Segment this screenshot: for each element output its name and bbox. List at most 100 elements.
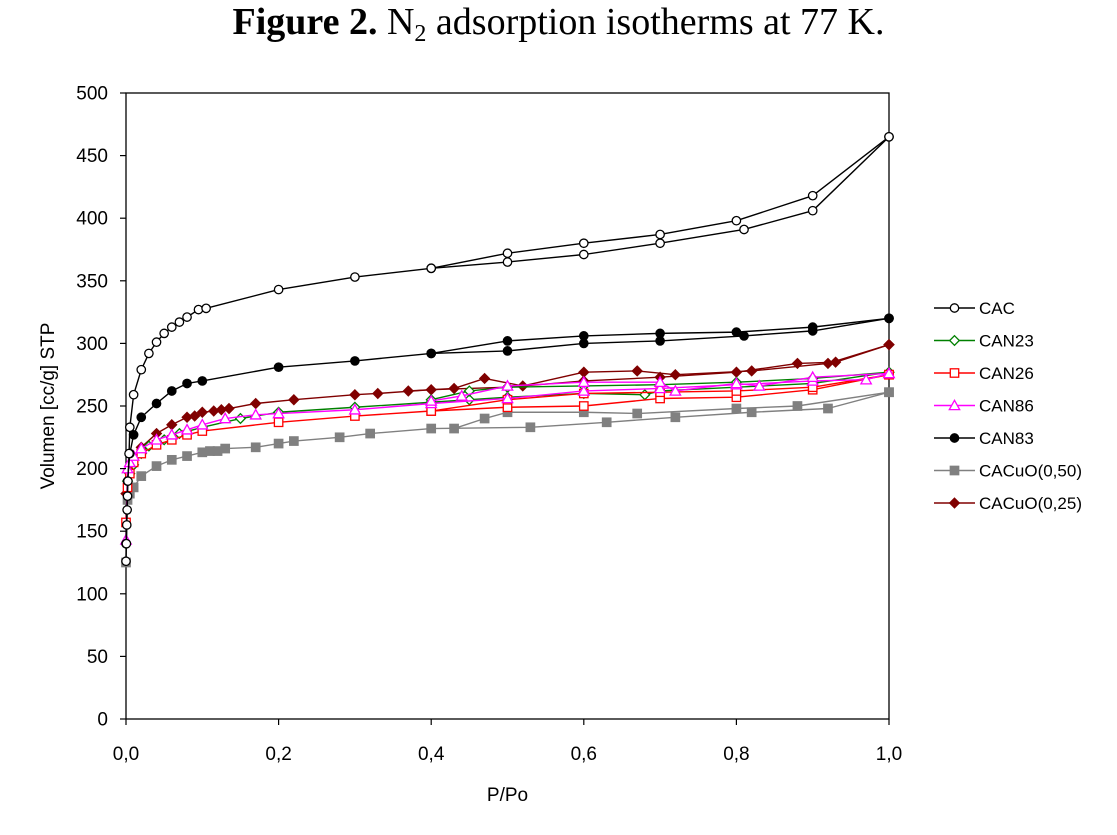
data-point <box>250 442 261 453</box>
data-point <box>669 384 682 396</box>
data-point <box>669 368 682 381</box>
data-point <box>730 376 743 389</box>
data-point <box>829 356 842 368</box>
data-point <box>502 248 513 259</box>
data-point <box>134 442 148 454</box>
data-point <box>731 327 742 337</box>
data-point <box>501 391 514 404</box>
data-point <box>136 412 147 423</box>
data-point <box>182 312 192 322</box>
y-tick-label: 250 <box>76 397 108 418</box>
data-point <box>196 406 209 418</box>
data-point <box>948 398 961 411</box>
data-point <box>151 337 162 347</box>
data-point <box>124 448 134 459</box>
data-point <box>122 491 133 501</box>
data-point <box>884 131 894 142</box>
y-tick-label: 300 <box>76 334 108 355</box>
data-point <box>372 387 384 400</box>
data-point <box>882 366 896 379</box>
data-point <box>150 433 163 445</box>
legend-label: CAN26 <box>979 364 1034 383</box>
data-point <box>653 381 667 394</box>
data-point <box>502 336 513 346</box>
data-point <box>273 438 284 449</box>
data-point <box>124 422 135 433</box>
data-point <box>220 443 231 454</box>
legend-label: CACuO(0,50) <box>979 462 1082 481</box>
data-point <box>121 520 132 530</box>
legend: CAC CAN23 CAN26 CAN86 CAN83 CACuO(0,50) CACuO(… <box>934 299 1082 513</box>
data-point <box>197 376 208 386</box>
data-point <box>883 338 895 351</box>
data-point <box>159 328 169 339</box>
data-point <box>365 428 376 439</box>
data-point <box>180 423 194 435</box>
data-point <box>655 238 665 249</box>
series-5 <box>121 387 894 568</box>
desorption-line <box>431 372 890 402</box>
data-point <box>479 413 490 424</box>
data-point <box>601 417 612 428</box>
data-point <box>350 272 360 282</box>
data-point <box>631 365 643 377</box>
data-point <box>502 346 513 356</box>
data-point <box>273 417 284 428</box>
data-point <box>577 384 591 396</box>
legend-label: CAC <box>979 299 1015 318</box>
data-point <box>478 372 491 385</box>
x-tick-label: 0,2 <box>265 744 291 765</box>
data-point <box>731 403 742 414</box>
data-point <box>426 423 437 434</box>
data-point <box>273 362 284 373</box>
figure-title-subscript: 2 <box>414 21 427 47</box>
data-point <box>949 303 960 313</box>
y-tick-label: 200 <box>76 459 108 480</box>
data-point <box>632 408 643 419</box>
data-point <box>653 375 667 388</box>
y-tick-label: 450 <box>76 146 108 167</box>
x-tick-label: 0,6 <box>571 744 597 765</box>
series-0 <box>121 131 894 567</box>
data-point <box>188 410 201 422</box>
data-point <box>136 471 147 481</box>
y-tick-label: 0 <box>97 710 108 731</box>
y-tick-label: 400 <box>76 209 108 230</box>
series-layer <box>119 131 896 568</box>
data-point <box>655 328 665 339</box>
data-point <box>731 215 742 226</box>
data-point <box>792 401 803 411</box>
data-point <box>745 365 758 377</box>
axis-layer: 0 50 100 150 200 250 300 350 400 450 500 0,0 0,2 0,4 0… <box>38 84 902 807</box>
data-point <box>739 331 749 341</box>
data-point <box>807 322 818 332</box>
data-point <box>502 257 513 267</box>
figure-title: Figure 2. N2 adsorption isotherms at 77 … <box>0 2 1117 46</box>
y-tick-label: 500 <box>76 84 108 105</box>
legend-label: CAN23 <box>979 332 1034 351</box>
data-point <box>201 303 211 314</box>
y-axis-label: Volumen [cc/g] STP <box>38 323 59 490</box>
data-point <box>525 422 536 433</box>
legend-label: CACuO(0,25) <box>979 494 1082 513</box>
data-point <box>193 304 204 315</box>
data-point <box>949 465 960 476</box>
data-point <box>948 334 961 347</box>
data-point <box>448 382 460 395</box>
data-point <box>670 412 681 423</box>
desorption-line <box>408 343 890 392</box>
data-point <box>884 313 894 324</box>
data-point <box>273 284 284 295</box>
data-point <box>334 432 345 443</box>
y-tick-label: 50 <box>87 647 108 668</box>
data-point <box>884 387 894 398</box>
data-point <box>182 451 192 461</box>
data-point <box>249 408 263 420</box>
data-point <box>349 389 361 401</box>
data-point <box>791 357 804 370</box>
data-point <box>195 418 209 430</box>
data-point <box>807 190 818 201</box>
x-tick-label: 1,0 <box>876 744 902 765</box>
data-point <box>949 368 960 378</box>
